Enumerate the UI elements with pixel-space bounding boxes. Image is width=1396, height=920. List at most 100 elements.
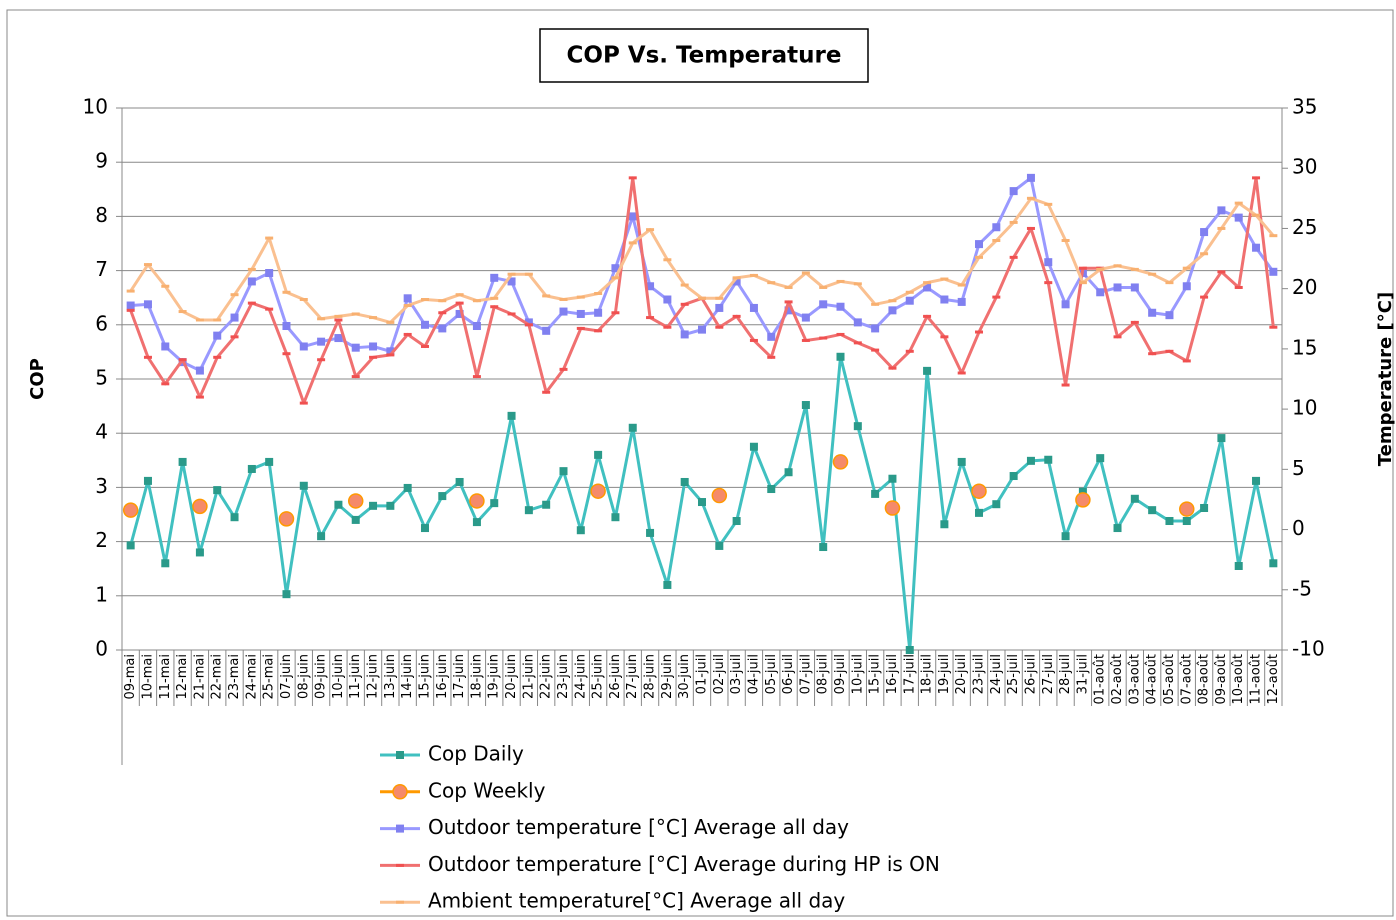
point (420, 320, 429, 329)
point (749, 303, 758, 312)
x-tick-label: 25-juil (1006, 654, 1021, 694)
x-tick-label: 21-mai (192, 654, 207, 699)
x-tick-label: 10-mai (140, 654, 155, 699)
y2-tick-label: 30 (1292, 155, 1317, 179)
x-tick-label: 26-juil (1023, 654, 1038, 694)
point (975, 240, 984, 249)
legend-marker (396, 824, 404, 833)
point (247, 277, 256, 286)
x-tick-label: 11-août (1249, 654, 1264, 705)
point (1200, 503, 1209, 512)
point (420, 524, 429, 533)
x-tick-label: 26-juin (608, 654, 623, 699)
x-tick-label: 13-juin (383, 654, 398, 699)
x-tick-label: 04-août (1145, 654, 1160, 705)
x-tick-label: 27-juin (625, 654, 640, 699)
legend-label: Outdoor temperature [°C] Average all day (428, 815, 849, 839)
x-tick-label: 23-juin (556, 654, 571, 699)
point (334, 500, 343, 509)
point (1217, 206, 1226, 215)
point (992, 223, 1001, 232)
x-tick-label: 17-juin (452, 654, 467, 699)
point (594, 450, 603, 459)
point (853, 318, 862, 327)
point (957, 297, 966, 306)
point (1113, 283, 1122, 292)
point (542, 500, 551, 509)
point (161, 342, 170, 351)
legend-label: Ambient temperature[°C] Average all day (428, 889, 845, 913)
x-tick-label: 24-juil (989, 654, 1004, 694)
point (1130, 283, 1139, 292)
point (317, 532, 326, 541)
x-tick-label: 06-juil (781, 654, 796, 694)
point (628, 423, 637, 432)
point (663, 295, 672, 304)
x-tick-label: 10-juil (850, 654, 865, 694)
point (143, 300, 152, 309)
point (1252, 476, 1261, 485)
x-tick-label: 16-juil (885, 654, 900, 694)
point (472, 518, 481, 527)
x-tick-label: 24-mai (244, 654, 259, 699)
point (836, 352, 845, 361)
x-tick-label: 07-août (1179, 654, 1194, 705)
x-tick-label: 09-mai (123, 654, 138, 699)
point (230, 513, 239, 522)
point (1044, 258, 1053, 267)
point (195, 366, 204, 375)
y2-tick-label: -5 (1292, 576, 1312, 600)
point (663, 580, 672, 589)
point (971, 483, 987, 499)
point (715, 303, 724, 312)
x-tick-label: 05-août (1162, 654, 1177, 705)
point (472, 322, 481, 331)
point (715, 541, 724, 550)
x-tick-label: 22-juin (539, 654, 554, 699)
point (126, 301, 135, 310)
point (628, 212, 637, 221)
y2-tick-label: 5 (1292, 456, 1305, 480)
point (1075, 492, 1091, 508)
point (317, 337, 326, 346)
x-tick-label: 25-mai (262, 654, 277, 699)
x-tick-label: 07-juin (279, 654, 294, 699)
point (347, 493, 364, 509)
point (278, 511, 295, 527)
point (888, 306, 897, 315)
point (1269, 267, 1278, 276)
point (784, 468, 793, 477)
point (711, 487, 728, 504)
x-tick-label: 31-juil (1075, 654, 1090, 694)
point (698, 498, 706, 507)
x-tick-label: 10-août (1231, 654, 1246, 705)
y-tick-label: 6 (95, 311, 108, 335)
x-tick-label: 03-août (1127, 654, 1142, 705)
x-tick-label: 28-juil (1058, 654, 1073, 694)
x-tick-label: 19-juin (487, 654, 502, 699)
point (767, 485, 776, 494)
point (1026, 456, 1035, 465)
y2-tick-label: 0 (1292, 516, 1305, 540)
x-tick-label: 20-juil (954, 654, 969, 694)
x-tick-label: 20-juin (504, 654, 519, 699)
point (853, 422, 862, 431)
x-tick-label: 07-juil (798, 654, 813, 694)
x-tick-label: 29-juin (660, 654, 675, 699)
point (1252, 243, 1261, 252)
point (680, 477, 689, 486)
x-tick-label: 03-juil (729, 654, 744, 694)
point (576, 526, 585, 535)
x-tick-label: 02-août (1110, 654, 1125, 705)
y2-tick-label: 10 (1292, 396, 1317, 420)
x-tick-label: 01-juil (695, 654, 710, 694)
x-tick-label: 18-juin (469, 654, 484, 699)
x-tick-label: 05-juil (764, 654, 779, 694)
point (542, 326, 551, 335)
point (192, 498, 208, 515)
x-tick-label: 08-août (1197, 654, 1212, 705)
y-axis-title: COP (27, 358, 48, 400)
y-tick-label: 8 (95, 203, 108, 227)
x-tick-label: 14-juin (400, 654, 415, 699)
series-line (129, 196, 1275, 324)
